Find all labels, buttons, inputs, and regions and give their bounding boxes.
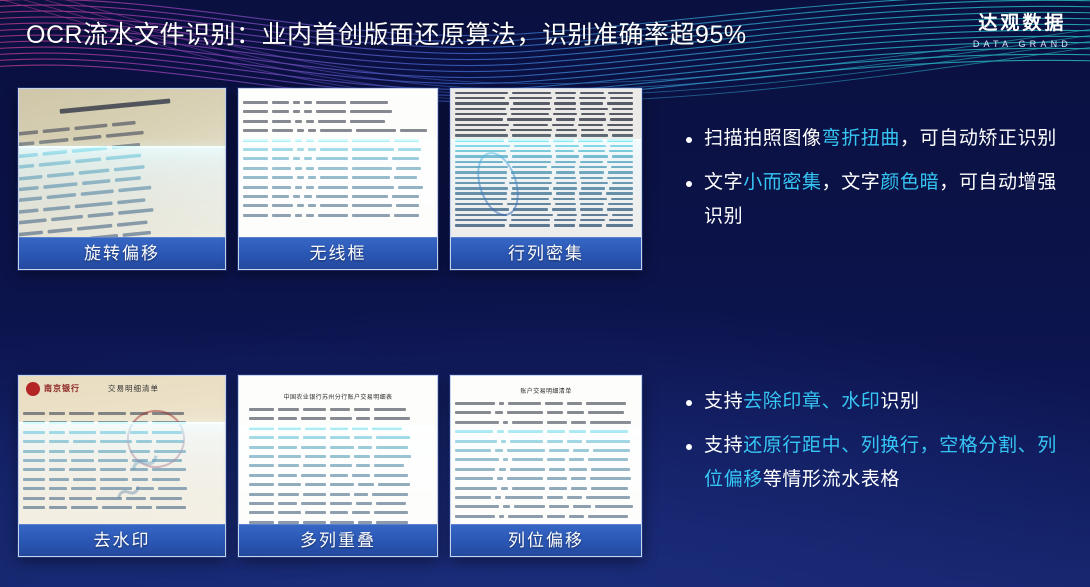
logo-text-en: DATA GRAND	[972, 39, 1072, 49]
logo-text-cn: 达观数据	[978, 13, 1067, 34]
header: OCR流水文件识别：业内首创版面还原算法，识别准确率超95% 达观数据 DATA…	[0, 0, 1090, 72]
highlight-text: 弯折扭曲	[821, 128, 901, 149]
thumbnail-card-rotated[interactable]: 旋转偏移	[18, 88, 226, 270]
thumbnail-caption: 无线框	[239, 237, 437, 269]
thumbnail-caption: 多列重叠	[239, 524, 437, 556]
plain-text: 扫描拍照图像	[704, 128, 822, 149]
thumbnail-card-dense[interactable]: 行列密集	[450, 88, 642, 270]
thumbnail-card-shifted[interactable]: 账户交易明细清单	[450, 375, 642, 557]
thumbnail-card-watermark[interactable]: 南京银行 交易明细清单 ～ ～	[18, 375, 226, 557]
plain-text: 支持	[704, 391, 744, 412]
thumbnail-card-borderless[interactable]: 无线框	[238, 88, 438, 270]
shifted-doc-title: 账户交易明细清单	[520, 389, 572, 395]
bank-seal-icon	[26, 382, 40, 396]
bullet-item: 扫描拍照图像弯折扭曲，可自动矫正识别	[686, 122, 1076, 156]
bank-doc-title: 交易明细清单	[108, 384, 159, 393]
thumbnail-caption: 旋转偏移	[19, 237, 225, 269]
plain-text: ，可自动增强识别	[704, 172, 1057, 227]
brand-logo: 达观数据 DATA GRAND	[973, 12, 1072, 51]
plain-text: 文字	[704, 172, 744, 193]
thumbnail-caption: 列位偏移	[451, 524, 641, 556]
thumbnail-row-1: 旋转偏移	[18, 88, 654, 270]
highlight-text: 颜色暗	[880, 172, 940, 193]
plain-text: ，文字	[821, 172, 881, 193]
thumbnail-row-2: 南京银行 交易明细清单 ～ ～	[18, 375, 654, 557]
thumbnail-card-multicolumn[interactable]: 中国农业银行苏州分行账户交易明细表	[238, 375, 438, 557]
plain-text: 支持	[704, 435, 744, 456]
page-title: OCR流水文件识别：业内首创版面还原算法，识别准确率超95%	[26, 21, 747, 49]
bullet-group-1: 扫描拍照图像弯折扭曲，可自动矫正识别 文字小而密集，文字颜色暗，可自动增强识别	[686, 122, 1076, 244]
thumbnail-caption: 行列密集	[451, 237, 641, 269]
bullet-item: 文字小而密集，文字颜色暗，可自动增强识别	[686, 166, 1076, 234]
thumbnail-caption: 去水印	[19, 524, 225, 556]
plain-text: 识别	[880, 391, 920, 412]
highlight-text: 去除印章、水印	[743, 391, 881, 412]
bullet-item: 支持去除印章、水印识别	[686, 385, 1076, 419]
highlight-text: 还原行距中、列换行，空格分割、列位偏移	[704, 435, 1057, 490]
highlight-text: 小而密集	[743, 172, 822, 193]
multicolumn-doc-title: 中国农业银行苏州分行账户交易明细表	[283, 395, 393, 401]
plain-text: ，可自动矫正识别	[900, 128, 1057, 149]
bullet-group-2: 支持去除印章、水印识别 支持还原行距中、列换行，空格分割、列位偏移等情形流水表格	[686, 385, 1076, 507]
bank-name: 南京银行	[44, 384, 80, 393]
bullet-item: 支持还原行距中、列换行，空格分割、列位偏移等情形流水表格	[686, 429, 1076, 497]
plain-text: 等情形流水表格	[762, 469, 901, 490]
